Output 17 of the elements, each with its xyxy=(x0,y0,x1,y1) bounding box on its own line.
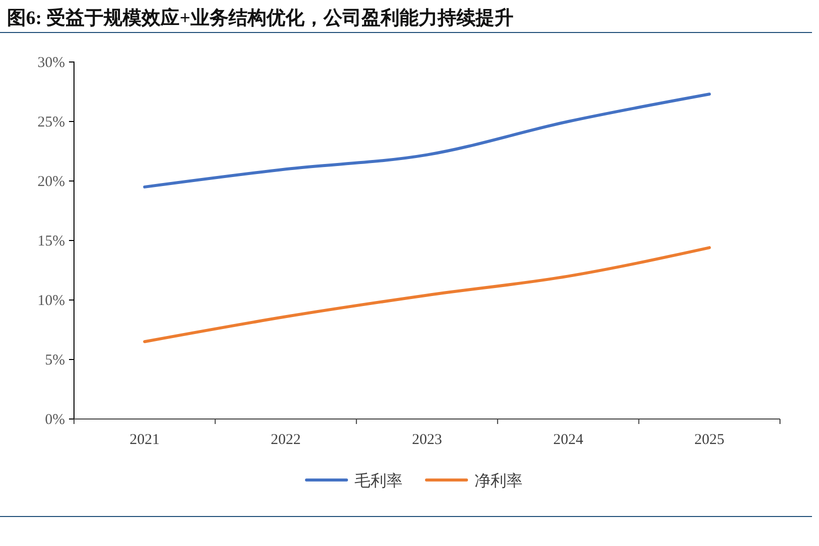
x-tick-label: 2023 xyxy=(412,432,442,448)
y-tick-label: 20% xyxy=(38,174,65,190)
legend-label: 净利率 xyxy=(474,472,522,490)
x-tick-label: 2022 xyxy=(270,432,301,448)
y-tick-label: 25% xyxy=(38,114,65,130)
legend-label: 毛利率 xyxy=(354,472,402,490)
y-tick-label: 30% xyxy=(38,54,65,71)
x-tick-label: 2025 xyxy=(694,432,724,448)
y-tick-label: 5% xyxy=(45,352,65,368)
line-series xyxy=(143,246,711,344)
y-tick-label: 10% xyxy=(38,292,65,309)
x-tick-label: 2021 xyxy=(130,432,160,448)
x-tick-label: 2024 xyxy=(553,432,584,448)
y-tick-label: 0% xyxy=(45,412,65,428)
y-tick-label: 15% xyxy=(38,233,65,250)
line-series xyxy=(143,92,711,188)
chart-title: 图6: 受益于规模效应+业务结构优化，公司盈利能力持续提升 xyxy=(7,7,514,29)
